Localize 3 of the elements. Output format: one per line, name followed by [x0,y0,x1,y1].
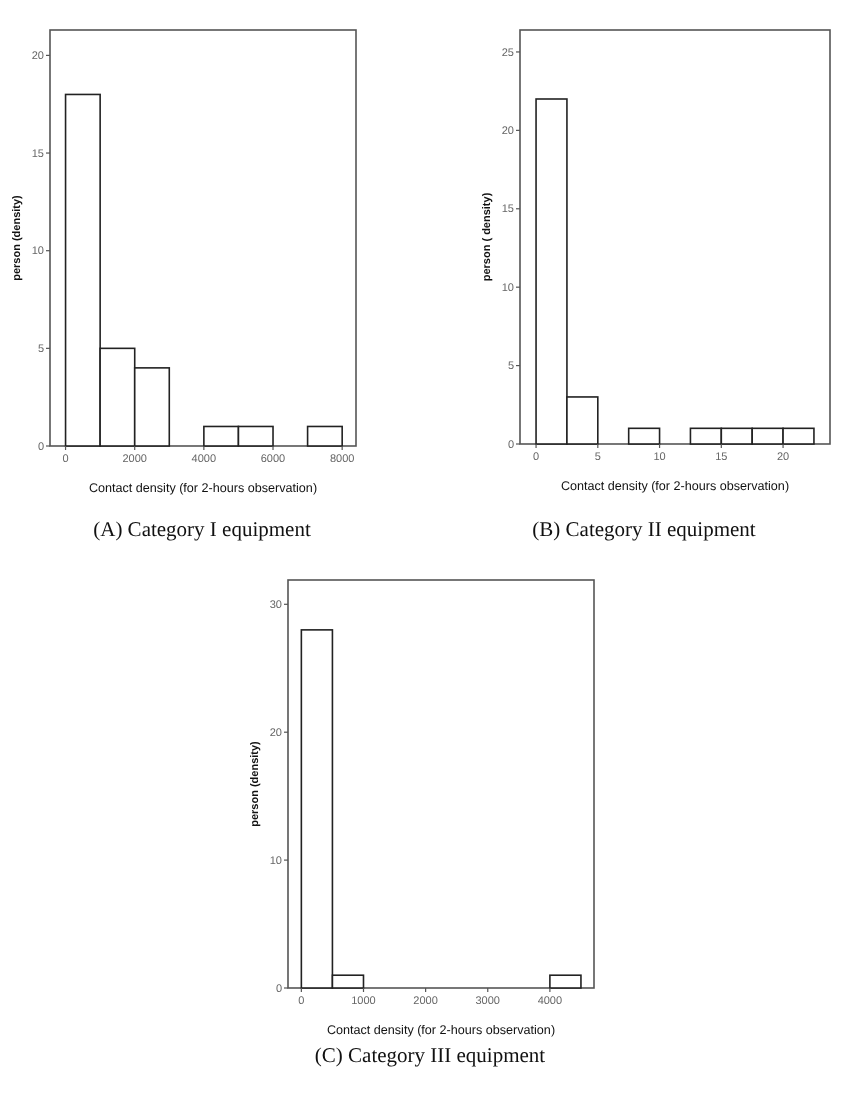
text: (A) Category I equipment [93,520,311,542]
text: (C) Category III equipment [314,1046,546,1068]
text: (B) Category II equipment [532,520,756,542]
